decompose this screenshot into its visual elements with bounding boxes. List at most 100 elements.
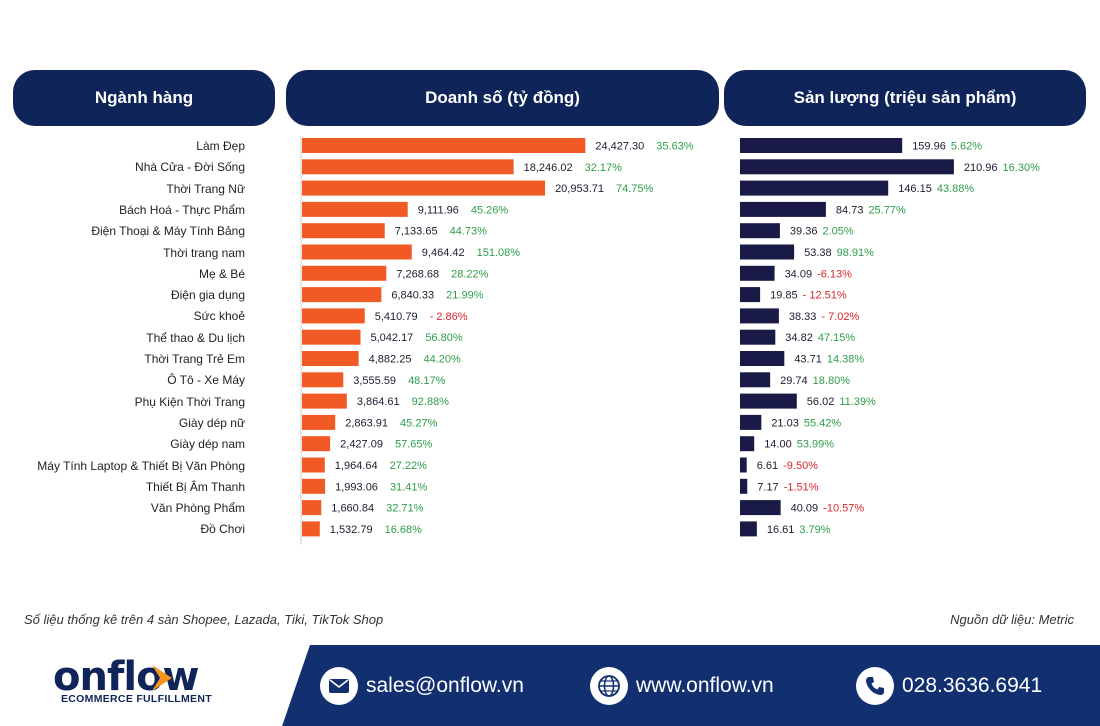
bar: [302, 478, 326, 494]
bar: [740, 414, 762, 430]
contact-website[interactable]: www.onflow.vn: [590, 666, 774, 706]
growth-label: - 2.86%: [430, 311, 468, 323]
bar: [302, 201, 408, 217]
bar: [302, 308, 365, 324]
bar: [740, 287, 761, 303]
value-label: 7,133.65: [395, 226, 438, 238]
category-label: Thời trang nam: [163, 245, 245, 260]
bar: [740, 223, 780, 239]
contact-email[interactable]: sales@onflow.vn: [320, 666, 524, 706]
value-label: 2,427.09: [340, 439, 383, 451]
bar: [302, 265, 387, 281]
category-label: Thiết Bị Âm Thanh: [145, 479, 245, 494]
value-label: 20,953.71: [555, 183, 604, 195]
value-label: 1,532.79: [330, 524, 373, 536]
bar: [302, 244, 412, 260]
growth-label: - 7.02%: [821, 311, 859, 323]
value-label: 24,427.30: [595, 141, 644, 153]
growth-label: 55.42%: [804, 417, 842, 429]
growth-label: -6.13%: [817, 268, 852, 280]
phone-icon: [856, 667, 894, 705]
bar: [302, 223, 385, 239]
value-label: 29.74: [780, 375, 808, 387]
growth-label: 32.17%: [585, 162, 623, 174]
growth-label: 48.17%: [408, 375, 446, 387]
contact-email-text[interactable]: sales@onflow.vn: [366, 674, 524, 697]
bar: [302, 372, 344, 388]
growth-label: 56.80%: [425, 332, 463, 344]
growth-label: 44.73%: [450, 226, 488, 238]
value-label: 5,410.79: [375, 311, 418, 323]
growth-label: -1.51%: [784, 481, 819, 493]
logo-tagline: ECOMMERCE FULFILLMENT: [61, 693, 212, 705]
growth-label: 11.39%: [839, 396, 876, 408]
value-label: 14.00: [764, 439, 792, 451]
value-label: 6,840.33: [391, 290, 434, 302]
growth-label: 35.63%: [656, 141, 694, 153]
growth-label: 53.99%: [797, 439, 835, 451]
category-label: Điện Thoại & Máy Tính Bảng: [91, 224, 245, 239]
logo-panel: [0, 645, 310, 726]
contact-phone[interactable]: 028.3636.6941: [856, 666, 1042, 706]
header-category-label: Ngành hàng: [94, 88, 194, 107]
value-label: 7,268.68: [396, 268, 439, 280]
logo-chevron-icon: [152, 665, 172, 691]
growth-label: 47.15%: [818, 332, 856, 344]
bar: [302, 329, 361, 345]
value-label: 53.38: [804, 247, 832, 259]
bar: [740, 180, 889, 196]
growth-label: 21.99%: [446, 290, 484, 302]
growth-label: 57.65%: [395, 439, 433, 451]
growth-label: 45.26%: [471, 204, 509, 216]
growth-label: - 12.51%: [803, 290, 847, 302]
category-label: Máy Tính Laptop & Thiết Bị Văn Phòng: [37, 458, 245, 473]
bar: [302, 393, 347, 409]
category-label: Điện gia dụng: [170, 288, 245, 303]
value-label: 9,464.42: [422, 247, 465, 259]
bar: [740, 244, 795, 260]
category-label: Thời Trang Trẻ Em: [144, 352, 245, 366]
value-label: 159.96: [912, 141, 946, 153]
value-label: 21.03: [771, 417, 799, 429]
category-label: Giày dép nam: [170, 437, 245, 452]
category-label: Giày dép nữ: [178, 415, 245, 430]
contact-website-text[interactable]: www.onflow.vn: [636, 674, 774, 697]
growth-label: 98.91%: [837, 247, 875, 259]
bar: [302, 351, 359, 366]
growth-label: 92.88%: [412, 396, 450, 408]
footnote-source-platforms: Số liệu thống kê trên 4 sàn Shopee, Laza…: [24, 612, 384, 627]
category-label: Ô Tô - Xe Máy: [167, 373, 245, 388]
category-label: Sức khoẻ: [193, 309, 245, 324]
header-volume: Sản lượng (triệu sản phẩm): [724, 70, 1086, 126]
bar: [302, 457, 325, 473]
value-label: 38.33: [789, 311, 817, 323]
category-label: Phụ Kiện Thời Trang: [134, 394, 245, 409]
bar: [740, 265, 775, 281]
value-label: 1,993.06: [335, 481, 378, 493]
growth-label: 45.27%: [400, 417, 438, 429]
category-label: Nhà Cửa - Đời Sống: [135, 160, 245, 175]
category-label: Mẹ & Bé: [198, 266, 245, 281]
bar: [740, 478, 748, 494]
growth-label: 74.75%: [616, 183, 654, 195]
envelope-icon: [320, 667, 358, 705]
growth-label: 3.79%: [799, 524, 830, 536]
volume-chart: 159.96 5.62% 210.96 16.30% 146.15 43.88% 84.73…: [740, 138, 1040, 537]
value-label: 84.73: [836, 204, 864, 216]
value-label: 19.85: [770, 290, 798, 302]
value-label: 40.09: [791, 503, 819, 515]
value-label: 210.96: [964, 162, 998, 174]
revenue-chart: 24,427.30 35.63% 18,246.02 32.17% 20,953.71 7…: [300, 136, 694, 545]
contact-phone-text[interactable]: 028.3636.6941: [902, 674, 1043, 697]
bar: [740, 351, 785, 366]
bar: [302, 436, 331, 452]
bar: [302, 180, 546, 196]
globe-icon: [590, 667, 628, 705]
bar: [302, 521, 320, 537]
value-label: 56.02: [807, 396, 835, 408]
growth-label: 151.08%: [477, 247, 521, 259]
value-label: 34.09: [785, 268, 813, 280]
value-label: 39.36: [790, 226, 818, 238]
value-label: 9,111.96: [418, 204, 459, 216]
bar: [740, 372, 771, 388]
